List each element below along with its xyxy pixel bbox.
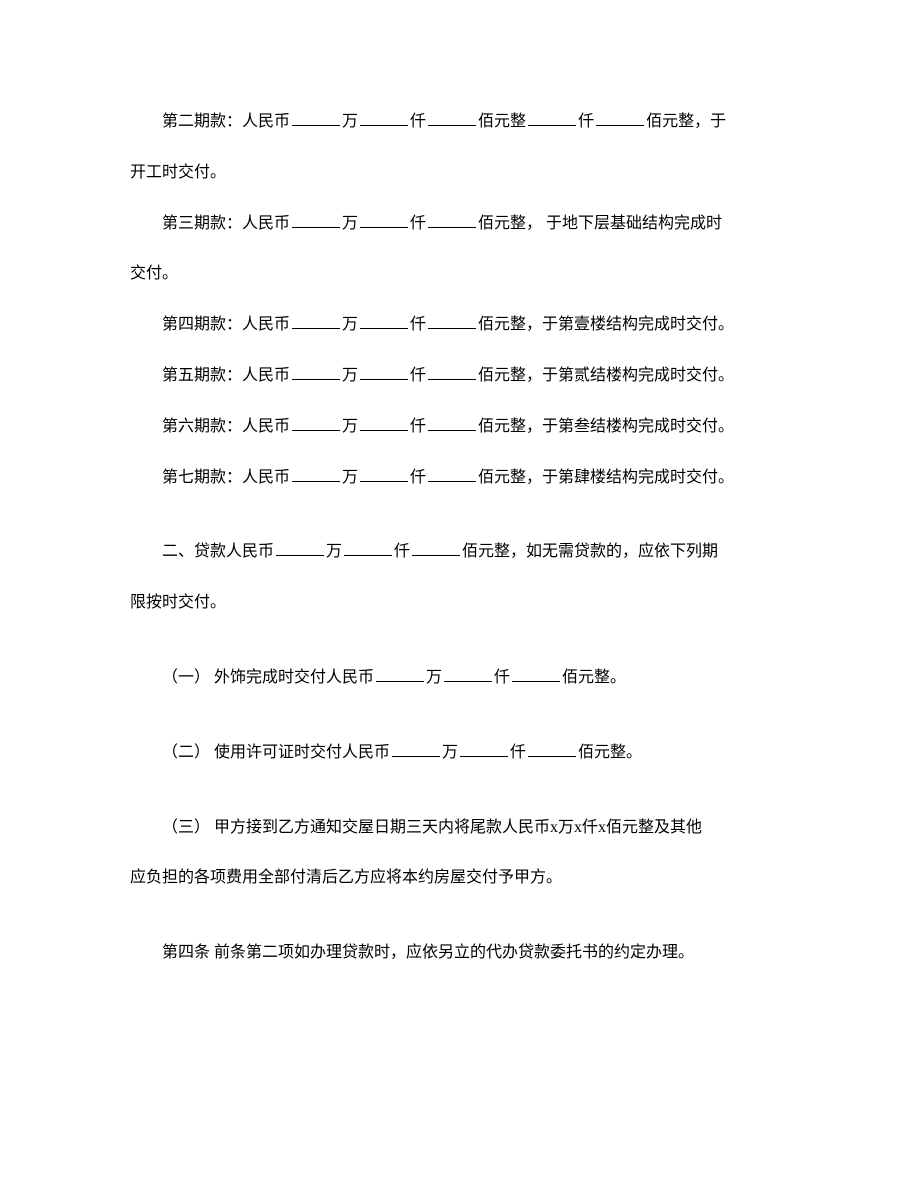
blank-wan [376, 666, 424, 682]
text: 万 [342, 113, 358, 130]
text: 佰元整，于第壹楼结构完成时交付。 [478, 316, 734, 333]
blank-qian [444, 666, 492, 682]
blank-qian2 [528, 110, 576, 126]
blank-bai2 [596, 110, 644, 126]
text: 佰元整。 [578, 744, 642, 761]
text: 佰元整，于第肆楼结构完成时交付。 [478, 469, 734, 486]
blank-qian [360, 466, 408, 482]
loan-clause: 二、贷款人民币 万 仟 佰元整，如无需贷款的，应依下列期 [130, 530, 790, 575]
blank-bai [412, 540, 460, 556]
blank-wan [292, 364, 340, 380]
blank-qian [360, 212, 408, 228]
text: 佰元整 [478, 113, 526, 130]
blank-bai [428, 212, 476, 228]
blank-bai [428, 313, 476, 329]
payment-term-2: 第二期款：人民币 万 仟 佰元整 仟 佰元整，于 [130, 100, 790, 145]
text: 万 [342, 469, 358, 486]
blank-qian [360, 313, 408, 329]
sub-item-1: （一） 外饰完成时交付人民币 万 仟 佰元整。 [130, 656, 790, 701]
text: 交付。 [130, 265, 178, 282]
text: 第六期款：人民币 [162, 418, 290, 435]
blank-qian [344, 540, 392, 556]
text: 仟 [410, 113, 426, 130]
text: 仟 [510, 744, 526, 761]
blank-qian [460, 741, 508, 757]
blank-bai [428, 415, 476, 431]
text: 万 [442, 744, 458, 761]
text: 佰元整，于 [646, 113, 726, 130]
text: 仟 [394, 543, 410, 560]
blank-bai [428, 110, 476, 126]
sub-item-3: （三） 甲方接到乙方通知交屋日期三天内将尾款人民币x万x仟x佰元整及其他 [130, 806, 790, 851]
text: 仟 [410, 316, 426, 333]
text: 仟 [410, 215, 426, 232]
text: 仟 [578, 113, 594, 130]
blank-wan [392, 741, 440, 757]
text: 仟 [410, 367, 426, 384]
text: 万 [342, 418, 358, 435]
text: 仟 [410, 469, 426, 486]
text: 第七期款：人民币 [162, 469, 290, 486]
blank-qian [360, 110, 408, 126]
text: 佰元整，如无需贷款的，应依下列期 [462, 543, 718, 560]
blank-bai [528, 741, 576, 757]
text: 万 [326, 543, 342, 560]
blank-bai [428, 466, 476, 482]
payment-term-4: 第四期款：人民币 万 仟 佰元整，于第壹楼结构完成时交付。 [130, 303, 790, 348]
text: 开工时交付。 [130, 164, 226, 181]
blank-bai [428, 364, 476, 380]
blank-wan [292, 415, 340, 431]
text: 第四期款：人民币 [162, 316, 290, 333]
text: 万 [426, 669, 442, 686]
payment-term-5: 第五期款：人民币 万 仟 佰元整，于第贰结楼构完成时交付。 [130, 354, 790, 399]
blank-wan [292, 110, 340, 126]
blank-bai [512, 666, 560, 682]
blank-qian [360, 415, 408, 431]
text: 佰元整， 于地下层基础结构完成时 [478, 215, 722, 232]
text: （一） 外饰完成时交付人民币 [162, 669, 374, 686]
blank-wan [292, 212, 340, 228]
text: 限按时交付。 [130, 594, 226, 611]
text: 仟 [410, 418, 426, 435]
text: 佰元整，于第贰结楼构完成时交付。 [478, 367, 734, 384]
text: 应负担的各项费用全部付清后乙方应将本约房屋交付予甲方。 [130, 869, 562, 886]
payment-term-3: 第三期款：人民币 万 仟 佰元整， 于地下层基础结构完成时 [130, 202, 790, 247]
payment-term-6: 第六期款：人民币 万 仟 佰元整，于第叁结楼构完成时交付。 [130, 405, 790, 450]
blank-qian [360, 364, 408, 380]
blank-wan [276, 540, 324, 556]
blank-wan [292, 313, 340, 329]
text: 仟 [494, 669, 510, 686]
text: 佰元整，于第叁结楼构完成时交付。 [478, 418, 734, 435]
text: （三） 甲方接到乙方通知交屋日期三天内将尾款人民币x万x仟x佰元整及其他 [162, 819, 702, 836]
text: 万 [342, 316, 358, 333]
article-4: 第四条 前条第二项如办理贷款时，应依另立的代办贷款委托书的约定办理。 [130, 931, 790, 976]
text: 万 [342, 215, 358, 232]
text: 二、贷款人民币 [162, 543, 274, 560]
text: 万 [342, 367, 358, 384]
sub-item-3-cont: 应负担的各项费用全部付清后乙方应将本约房屋交付予甲方。 [130, 856, 790, 901]
text: 佰元整。 [562, 669, 626, 686]
text: 第四条 前条第二项如办理贷款时，应依另立的代办贷款委托书的约定办理。 [162, 944, 694, 961]
text: 第二期款：人民币 [162, 113, 290, 130]
loan-clause-cont: 限按时交付。 [130, 581, 790, 626]
payment-term-2-cont: 开工时交付。 [130, 151, 790, 196]
blank-wan [292, 466, 340, 482]
text: （二） 使用许可证时交付人民币 [162, 744, 390, 761]
payment-term-3-cont: 交付。 [130, 252, 790, 297]
text: 第五期款：人民币 [162, 367, 290, 384]
payment-term-7: 第七期款：人民币 万 仟 佰元整，于第肆楼结构完成时交付。 [130, 456, 790, 501]
sub-item-2: （二） 使用许可证时交付人民币 万 仟 佰元整。 [130, 731, 790, 776]
text: 第三期款：人民币 [162, 215, 290, 232]
